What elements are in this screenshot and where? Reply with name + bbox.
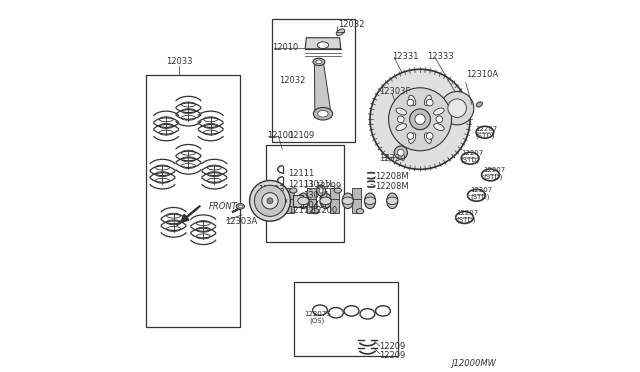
Polygon shape (307, 199, 316, 214)
Ellipse shape (364, 197, 376, 205)
Circle shape (255, 185, 285, 217)
Text: 12303F: 12303F (380, 87, 411, 96)
Polygon shape (352, 188, 361, 203)
Circle shape (426, 99, 433, 106)
Polygon shape (330, 188, 339, 203)
Ellipse shape (320, 197, 331, 205)
Text: 12333: 12333 (428, 52, 454, 61)
Text: 12207
(STD): 12207 (STD) (483, 167, 506, 180)
Text: 12209: 12209 (380, 351, 406, 360)
Text: 12032: 12032 (338, 20, 364, 29)
Ellipse shape (276, 197, 287, 205)
Circle shape (407, 99, 414, 106)
Circle shape (397, 116, 404, 123)
Text: 12303A: 12303A (225, 217, 258, 226)
Circle shape (262, 193, 278, 209)
Circle shape (436, 116, 443, 123)
Text: 13021: 13021 (303, 191, 330, 200)
Ellipse shape (276, 193, 287, 209)
Ellipse shape (342, 193, 353, 209)
Ellipse shape (387, 197, 398, 205)
Circle shape (250, 180, 291, 221)
Ellipse shape (236, 203, 244, 209)
Text: 12111: 12111 (288, 180, 314, 189)
Text: 13021L: 13021L (303, 180, 334, 189)
Ellipse shape (314, 108, 333, 120)
Circle shape (407, 133, 414, 140)
Ellipse shape (364, 193, 376, 209)
Text: 12010: 12010 (272, 42, 298, 51)
Text: 12207
(STD): 12207 (STD) (476, 126, 498, 139)
Text: 12109: 12109 (288, 131, 314, 141)
Text: 12208M: 12208M (375, 182, 408, 190)
Ellipse shape (239, 205, 242, 208)
Circle shape (397, 149, 404, 156)
Ellipse shape (312, 209, 319, 214)
Ellipse shape (320, 193, 331, 209)
Ellipse shape (336, 29, 344, 35)
Text: 12208M: 12208M (375, 172, 408, 181)
Ellipse shape (387, 193, 398, 209)
Circle shape (415, 114, 425, 125)
Text: 12299: 12299 (316, 182, 342, 190)
Circle shape (426, 133, 433, 140)
Polygon shape (330, 199, 339, 214)
Circle shape (267, 198, 273, 204)
Ellipse shape (313, 58, 325, 65)
Ellipse shape (409, 133, 416, 143)
Ellipse shape (424, 95, 431, 106)
Polygon shape (285, 188, 294, 203)
Circle shape (394, 146, 408, 159)
Circle shape (448, 99, 467, 118)
Ellipse shape (356, 209, 364, 214)
Text: 12112: 12112 (288, 206, 314, 215)
Text: 12331: 12331 (392, 52, 419, 61)
Circle shape (440, 92, 474, 125)
Circle shape (410, 109, 431, 130)
Text: 12207
(STD): 12207 (STD) (461, 150, 483, 163)
Circle shape (370, 69, 470, 169)
Polygon shape (352, 199, 361, 214)
Text: 12303: 12303 (258, 185, 284, 194)
Polygon shape (307, 188, 316, 203)
Ellipse shape (409, 95, 416, 106)
Text: 12100: 12100 (268, 131, 294, 141)
Ellipse shape (298, 193, 309, 209)
Text: 12207
(STD): 12207 (STD) (470, 187, 492, 200)
Text: J12000MW: J12000MW (451, 359, 496, 368)
Ellipse shape (298, 197, 309, 205)
Polygon shape (285, 199, 294, 214)
Text: FRONT: FRONT (209, 202, 237, 211)
Ellipse shape (434, 108, 444, 115)
Text: 15043E: 15043E (298, 201, 330, 210)
Text: 12209: 12209 (380, 341, 406, 350)
Ellipse shape (318, 110, 328, 117)
Ellipse shape (342, 197, 353, 205)
Text: 12310A: 12310A (467, 70, 499, 79)
Text: 12200: 12200 (311, 206, 337, 215)
Text: 12033: 12033 (166, 57, 193, 66)
Text: 12207S
(OS): 12207S (OS) (304, 311, 331, 324)
Text: 12330: 12330 (380, 154, 406, 163)
Text: 12207
(STD): 12207 (STD) (456, 210, 479, 223)
Ellipse shape (317, 185, 326, 196)
Polygon shape (305, 38, 340, 49)
Ellipse shape (316, 60, 322, 64)
Ellipse shape (317, 42, 328, 48)
Text: 12032: 12032 (279, 76, 306, 85)
Ellipse shape (434, 124, 444, 131)
Text: 12111: 12111 (288, 169, 314, 177)
Ellipse shape (424, 133, 431, 143)
Ellipse shape (334, 188, 342, 193)
Ellipse shape (476, 102, 483, 107)
Circle shape (388, 88, 452, 151)
Polygon shape (314, 62, 331, 114)
Ellipse shape (396, 124, 406, 131)
Ellipse shape (290, 188, 297, 193)
Polygon shape (293, 195, 303, 207)
Ellipse shape (396, 108, 406, 115)
Ellipse shape (319, 188, 323, 193)
